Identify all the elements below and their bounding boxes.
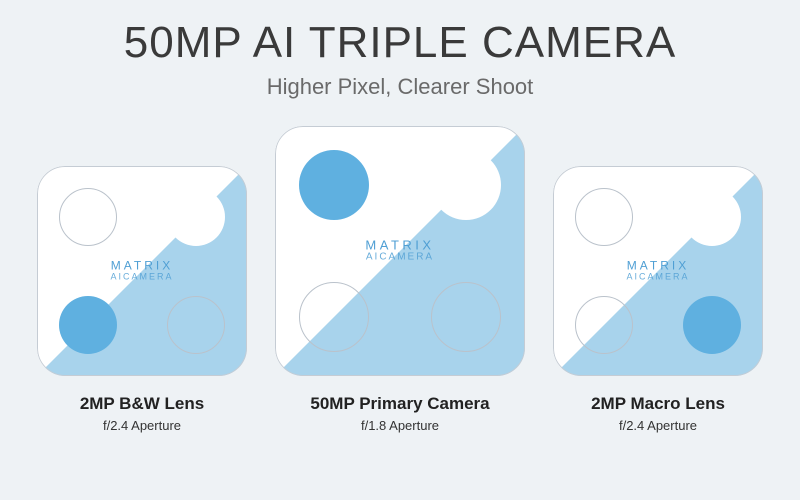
camera-module-primary: MATRIX AICAMERA xyxy=(275,126,525,376)
lens-bottom-left xyxy=(299,282,369,352)
lens-bottom-right xyxy=(167,296,225,354)
camera-modules-row: MATRIX AICAMERA 2MP B&W Lens f/2.4 Apert… xyxy=(30,126,770,433)
matrix-line1: MATRIX xyxy=(110,260,173,273)
page-subtitle: Higher Pixel, Clearer Shoot xyxy=(267,74,534,100)
caption-title: 2MP B&W Lens xyxy=(80,394,204,414)
caption-title: 2MP Macro Lens xyxy=(591,394,725,414)
lens-bottom-left xyxy=(59,296,117,354)
matrix-brand-label: MATRIX AICAMERA xyxy=(365,238,434,262)
lens-bottom-right xyxy=(431,282,501,352)
matrix-line1: MATRIX xyxy=(626,260,689,273)
camera-col-bw: MATRIX AICAMERA 2MP B&W Lens f/2.4 Apert… xyxy=(37,166,247,433)
matrix-line1: MATRIX xyxy=(365,238,434,252)
lens-bottom-right xyxy=(683,296,741,354)
lens-top-right xyxy=(431,150,501,220)
caption-title: 50MP Primary Camera xyxy=(310,394,489,414)
page-title: 50MP AI TRIPLE CAMERA xyxy=(124,18,676,68)
infographic-page: 50MP AI TRIPLE CAMERA Higher Pixel, Clea… xyxy=(0,0,800,500)
lens-top-left xyxy=(575,188,633,246)
lens-top-left xyxy=(299,150,369,220)
lens-top-right xyxy=(167,188,225,246)
lens-bottom-left xyxy=(575,296,633,354)
matrix-brand-label: MATRIX AICAMERA xyxy=(626,260,689,282)
matrix-line2: AICAMERA xyxy=(110,272,173,281)
matrix-brand-label: MATRIX AICAMERA xyxy=(110,260,173,282)
lens-top-right xyxy=(683,188,741,246)
camera-module-macro: MATRIX AICAMERA xyxy=(553,166,763,376)
caption-sub: f/1.8 Aperture xyxy=(361,418,439,433)
camera-module-bw: MATRIX AICAMERA xyxy=(37,166,247,376)
lens-top-left xyxy=(59,188,117,246)
matrix-line2: AICAMERA xyxy=(365,252,434,263)
caption-sub: f/2.4 Aperture xyxy=(619,418,697,433)
camera-col-macro: MATRIX AICAMERA 2MP Macro Lens f/2.4 Ape… xyxy=(553,166,763,433)
caption-sub: f/2.4 Aperture xyxy=(103,418,181,433)
matrix-line2: AICAMERA xyxy=(626,272,689,281)
camera-col-primary: MATRIX AICAMERA 50MP Primary Camera f/1.… xyxy=(275,126,525,433)
